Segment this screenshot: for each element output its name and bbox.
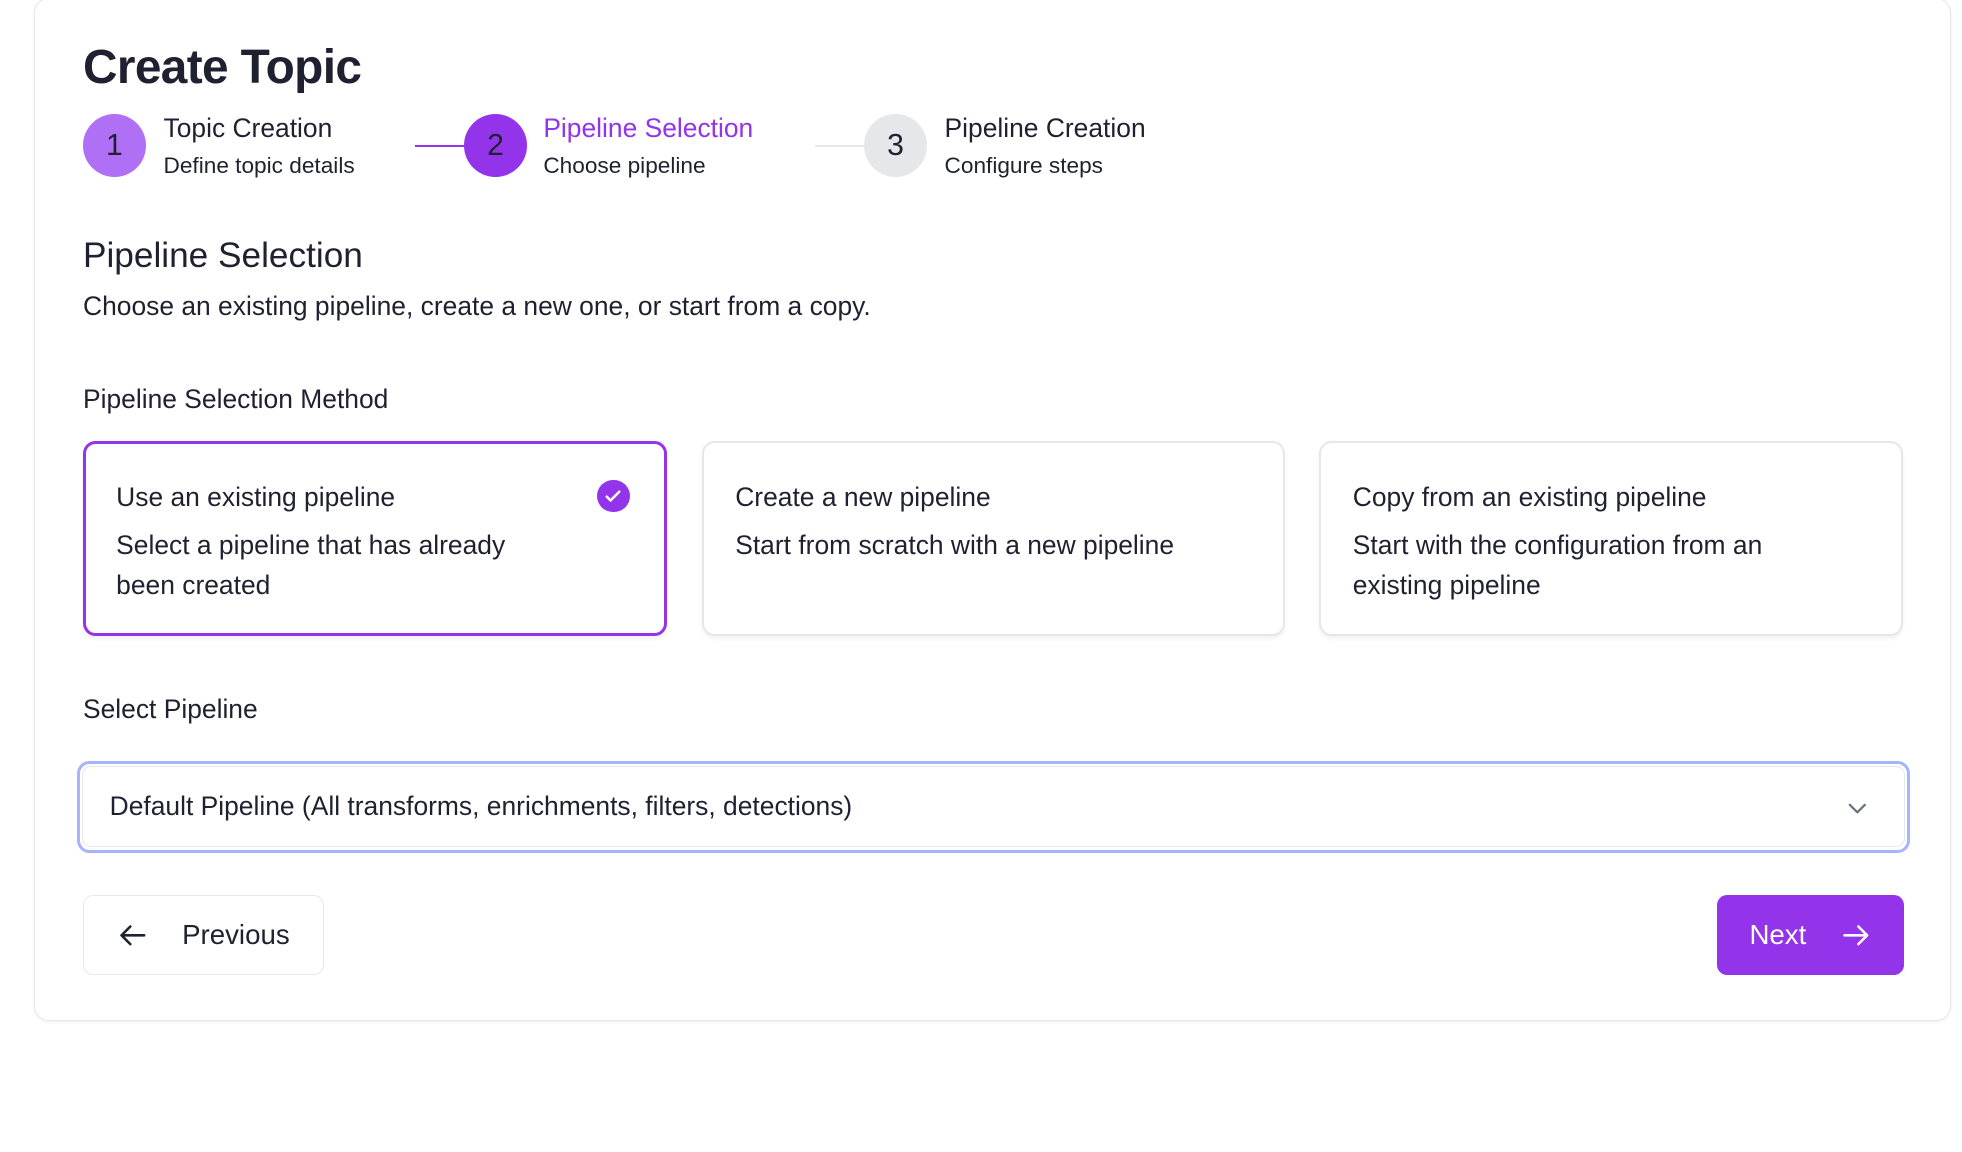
option-create-new[interactable]: Create a new pipeline Start from scratch… bbox=[701, 441, 1286, 637]
option-use-existing[interactable]: Use an existing pipeline Select a pipeli… bbox=[83, 441, 667, 637]
section-title: Pipeline Selection bbox=[83, 236, 363, 276]
option-description: Select a pipeline that has already been … bbox=[116, 529, 506, 601]
step-3-subtitle: Configure steps bbox=[944, 153, 1103, 179]
option-title: Create a new pipeline bbox=[735, 482, 991, 513]
option-description: Start from scratch with a new pipeline bbox=[735, 530, 1175, 561]
option-copy-existing[interactable]: Copy from an existing pipeline Start wit… bbox=[1319, 441, 1903, 637]
step-1-subtitle: Define topic details bbox=[163, 153, 355, 179]
wizard-card bbox=[33, 0, 1951, 1022]
previous-label: Previous bbox=[182, 919, 290, 951]
step-3-title: Pipeline Creation bbox=[944, 113, 1146, 144]
pipeline-select-value: Default Pipeline (All transforms, enrich… bbox=[109, 791, 853, 822]
step-1-circle: 1 bbox=[83, 114, 146, 178]
step-2-circle: 2 bbox=[464, 114, 527, 178]
section-description: Choose an existing pipeline, create a ne… bbox=[83, 290, 871, 321]
previous-button[interactable]: Previous bbox=[83, 895, 325, 975]
check-circle-icon bbox=[596, 479, 630, 513]
select-pipeline-label: Select Pipeline bbox=[83, 694, 258, 725]
next-label: Next bbox=[1749, 919, 1807, 951]
step-connector bbox=[814, 144, 866, 148]
method-label: Pipeline Selection Method bbox=[83, 383, 389, 414]
option-description: Start with the configuration from an exi… bbox=[1352, 530, 1763, 601]
step-3-circle: 3 bbox=[864, 114, 927, 178]
option-title: Use an existing pipeline bbox=[116, 482, 396, 513]
option-title: Copy from an existing pipeline bbox=[1352, 482, 1707, 513]
arrow-right-icon bbox=[1842, 925, 1868, 946]
step-2-subtitle: Choose pipeline bbox=[543, 153, 706, 179]
next-button[interactable]: Next bbox=[1716, 895, 1905, 975]
page-title: Create Topic bbox=[83, 41, 362, 95]
step-connector bbox=[415, 144, 466, 148]
chevron-down-icon bbox=[1848, 803, 1867, 814]
step-2-title: Pipeline Selection bbox=[543, 113, 754, 144]
pipeline-select[interactable]: Default Pipeline (All transforms, enrich… bbox=[76, 760, 1911, 853]
step-1-title: Topic Creation bbox=[163, 113, 333, 144]
arrow-left-icon bbox=[120, 925, 146, 946]
